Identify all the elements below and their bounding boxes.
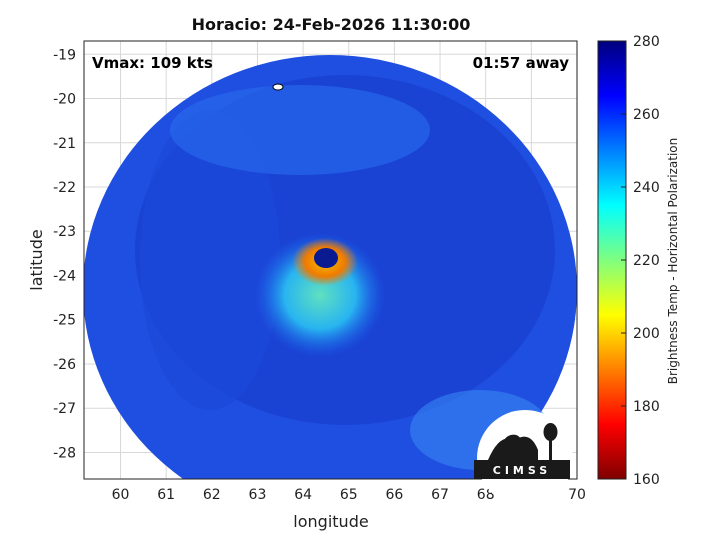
y-tick-label: -22 (53, 180, 76, 196)
y-tick-label: -21 (53, 136, 76, 152)
colorbar-tick-label: 180 (633, 399, 660, 415)
time-away-annotation: 01:57 away (473, 54, 570, 72)
cimss-logo-text: CIMSS (493, 464, 551, 477)
y-tick-label: -26 (53, 357, 76, 373)
colorbar-tick-label: 280 (633, 34, 660, 50)
cirrus-north (170, 85, 430, 175)
colorbar: 280 260 240 220 200 180 160 Brightness Temp - … (597, 34, 680, 488)
y-tick-label: -27 (53, 401, 76, 417)
colorbar-tick-label: 200 (633, 326, 660, 342)
y-axis-label: latitude (27, 229, 46, 290)
colorbar-tick-label: 160 (633, 472, 660, 488)
colorbar-tick-label: 220 (633, 253, 660, 269)
y-tick-labels: -19 -20 -21 -22 -23 -24 -25 -26 -27 -28 (53, 47, 76, 461)
x-axis-label: longitude (293, 512, 368, 531)
x-tick-label: 61 (157, 487, 175, 503)
y-tick-label: -28 (53, 445, 76, 461)
x-tick-label: 63 (249, 487, 267, 503)
x-tick-label: 67 (431, 487, 449, 503)
x-tick-label: 65 (340, 487, 358, 503)
x-tick-labels: 6061626364656667686970 (112, 487, 586, 503)
y-tick-label: -25 (53, 313, 76, 329)
x-tick-label: 70 (568, 487, 586, 503)
y-tick-label: -24 (53, 268, 76, 284)
rainband-west (140, 110, 280, 410)
plot-title: Horacio: 24-Feb-2026 11:30:00 (192, 15, 471, 34)
x-tick-label: 60 (112, 487, 130, 503)
y-tick-label: -23 (53, 224, 76, 240)
eye (314, 248, 338, 268)
x-tick-label: 66 (385, 487, 403, 503)
colorbar-label: Brightness Temp - Horizontal Polarizatio… (666, 138, 680, 385)
colorbar-tick-labels: 280 260 240 220 200 180 160 (621, 34, 660, 488)
microwave-swath (84, 55, 577, 479)
cimss-logo: CIMSS (474, 410, 573, 506)
x-tick-label: 62 (203, 487, 221, 503)
colorbar-tick-label: 240 (633, 180, 660, 196)
y-tick-label: -19 (53, 47, 76, 63)
y-tick-label: -20 (53, 92, 76, 108)
x-tick-label: 64 (294, 487, 312, 503)
rain-flag (272, 83, 284, 91)
colorbar-tick-label: 260 (633, 107, 660, 123)
vmax-annotation: Vmax: 109 kts (92, 54, 213, 72)
